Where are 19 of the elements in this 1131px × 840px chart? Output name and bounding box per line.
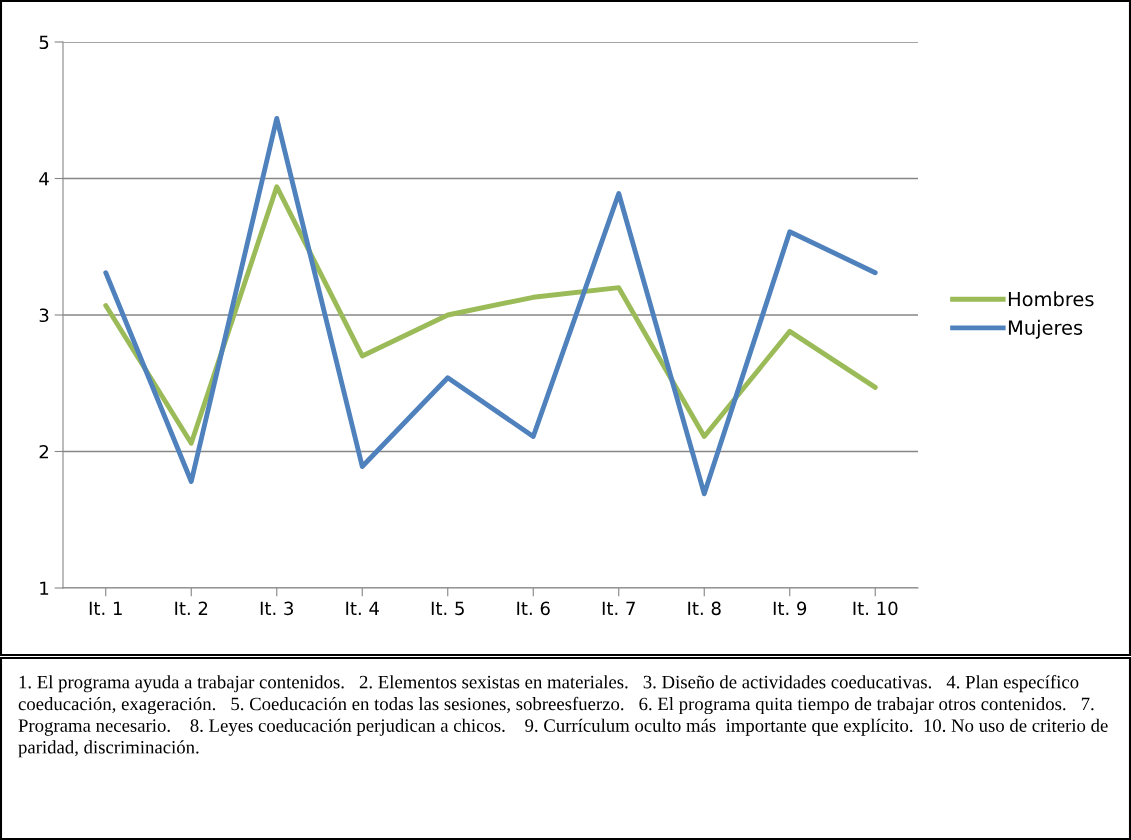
y-tick-label: 1 bbox=[40, 581, 49, 595]
legend-label: Mujeres bbox=[1008, 319, 1083, 339]
x-tick-label: It. 3 bbox=[260, 601, 293, 616]
x-tick-label: It. 2 bbox=[175, 601, 208, 615]
x-tick-label: It. 6 bbox=[517, 601, 550, 616]
x-tick-label: It. 8 bbox=[688, 601, 721, 616]
y-tick-label: 3 bbox=[39, 308, 49, 323]
y-tick-label: 2 bbox=[39, 444, 48, 459]
x-tick-label: It. 5 bbox=[431, 601, 464, 616]
line-series bbox=[103, 116, 878, 497]
x-tick-label: It. 1 bbox=[89, 601, 122, 615]
y-tick-label: 4 bbox=[39, 172, 49, 186]
x-tick-label: It. 7 bbox=[602, 601, 635, 615]
text: 1. El programa ayuda a trabajar contenidos. 2. Elementos sexistas en materiales. 3. Diseño de actividades coeducativas. 4. Plan específico coeducación, exageración. 5. Coeducación en todas las sesiones, sobreesfuerzo. 6. El programa quita tiempo de trabajar otros contenidos. 7. Programa necesario. 8. Leyes coeducación perjudican a chicos. 9. Currículum oculto más importante que explícito. 10. No uso de criterio de paridad, discriminación. bbox=[18, 675, 1108, 758]
x-tick-label: It. 4 bbox=[346, 601, 379, 615]
y-tick-label: 5 bbox=[39, 35, 49, 50]
x-tick-label: It. 10 bbox=[853, 601, 898, 616]
x-tick-label: It. 9 bbox=[773, 601, 807, 616]
legend-label: Hombres bbox=[1008, 291, 1094, 307]
